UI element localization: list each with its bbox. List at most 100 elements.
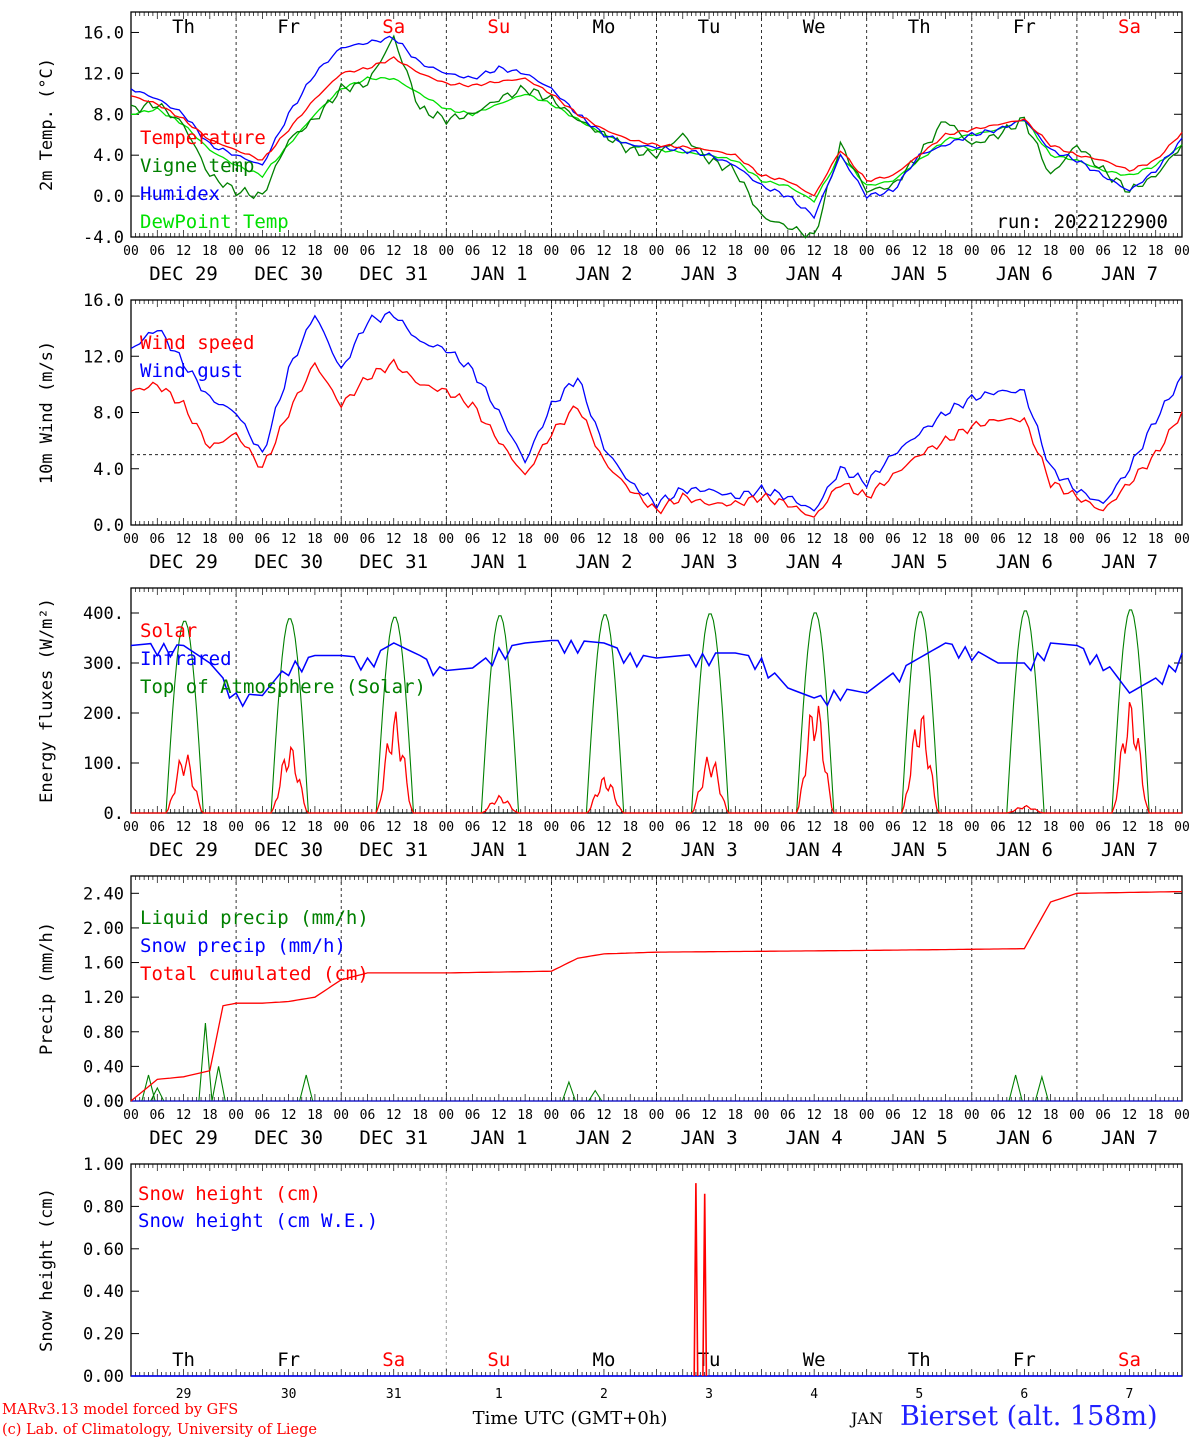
y-tick-label: 0.0 xyxy=(93,187,124,207)
y-tick-label: 0.60 xyxy=(83,1240,124,1260)
hour-tick-label: 18 xyxy=(833,820,849,835)
hour-tick-label: 18 xyxy=(1148,1108,1164,1123)
date-label: DEC 30 xyxy=(254,263,323,285)
legend-entry: Total cumulated (cm) xyxy=(140,963,369,985)
hour-tick-label: 06 xyxy=(675,1108,691,1123)
hour-tick-label: 06 xyxy=(570,1108,586,1123)
hour-tick-label: 06 xyxy=(360,532,376,547)
station-label: Bierset (alt. 158m) xyxy=(900,1401,1158,1432)
series-line-2 xyxy=(130,35,1183,220)
weekday-label: Tu xyxy=(698,1349,721,1371)
hour-tick-label: 00 xyxy=(1069,244,1085,259)
weekday-label: Sa xyxy=(1118,1349,1141,1371)
hour-tick-label: 00 xyxy=(964,820,980,835)
hour-tick-label: 18 xyxy=(833,244,849,259)
y-tick-label: 0.80 xyxy=(83,1023,124,1043)
day-number-label: 30 xyxy=(281,1387,297,1402)
date-label: JAN 6 xyxy=(996,263,1053,285)
hour-tick-label: 18 xyxy=(202,532,218,547)
y-tick-label: 200. xyxy=(83,704,124,724)
y-tick-label: 0.40 xyxy=(83,1057,124,1077)
series-line-0 xyxy=(130,56,1183,197)
date-label: DEC 29 xyxy=(149,263,218,285)
hour-tick-label: 18 xyxy=(412,820,428,835)
legend-entry: Infrared xyxy=(140,648,232,670)
hour-tick-label: 00 xyxy=(123,1108,139,1123)
hour-tick-label: 00 xyxy=(649,532,665,547)
hour-tick-label: 00 xyxy=(123,820,139,835)
hour-tick-label: 06 xyxy=(465,820,481,835)
hour-tick-label: 18 xyxy=(1148,244,1164,259)
hour-tick-label: 06 xyxy=(255,820,271,835)
date-label: JAN 7 xyxy=(1101,263,1158,285)
legend-entry: Temperature xyxy=(140,127,266,149)
hour-tick-label: 06 xyxy=(149,244,165,259)
legend-entry: Snow precip (mm/h) xyxy=(140,935,346,957)
weekday-label: Th xyxy=(908,16,931,38)
hour-tick-label: 12 xyxy=(176,244,192,259)
y-tick-label: 0.80 xyxy=(83,1197,124,1217)
hour-tick-label: 00 xyxy=(1069,1108,1085,1123)
hour-tick-label: 06 xyxy=(149,532,165,547)
date-label: JAN 6 xyxy=(996,839,1053,861)
hour-tick-label: 12 xyxy=(596,244,612,259)
date-label: JAN 7 xyxy=(1101,839,1158,861)
y-tick-label: 2.00 xyxy=(83,919,124,939)
date-label: JAN 5 xyxy=(891,551,948,573)
hour-tick-label: 00 xyxy=(964,244,980,259)
date-label: JAN 3 xyxy=(680,263,737,285)
y-tick-label: 0.00 xyxy=(83,1367,124,1387)
hour-tick-label: 12 xyxy=(491,532,507,547)
day-number-label: 6 xyxy=(1020,1387,1028,1402)
y-tick-label: 100. xyxy=(83,754,124,774)
hour-tick-label: 12 xyxy=(491,820,507,835)
day-number-label: 7 xyxy=(1126,1387,1134,1402)
weekday-label: Th xyxy=(172,16,195,38)
hour-tick-label: 06 xyxy=(1095,244,1111,259)
date-label: JAN 7 xyxy=(1101,551,1158,573)
series-line-infrared xyxy=(130,638,1183,708)
date-label: DEC 31 xyxy=(359,1127,428,1149)
y-axis-label: Snow height (cm) xyxy=(37,1188,57,1352)
hour-tick-label: 00 xyxy=(228,532,244,547)
hour-tick-label: 00 xyxy=(964,1108,980,1123)
day-number-label: 2 xyxy=(600,1387,608,1402)
hour-tick-label: 18 xyxy=(1043,1108,1059,1123)
hour-tick-label: 00 xyxy=(333,244,349,259)
hour-tick-label: 00 xyxy=(1174,244,1190,259)
hour-tick-label: 12 xyxy=(1017,532,1033,547)
date-label: JAN 5 xyxy=(891,263,948,285)
hour-tick-label: 12 xyxy=(806,532,822,547)
legend-entry: Snow height (cm W.E.) xyxy=(138,1210,378,1232)
weekday-label: Fr xyxy=(277,16,300,38)
hour-tick-label: 18 xyxy=(727,820,743,835)
day-number-label: 1 xyxy=(495,1387,503,1402)
hour-tick-label: 06 xyxy=(255,244,271,259)
hour-tick-label: 06 xyxy=(570,244,586,259)
hour-tick-label: 12 xyxy=(176,1108,192,1123)
hour-tick-label: 12 xyxy=(1017,1108,1033,1123)
hour-tick-label: 18 xyxy=(1043,532,1059,547)
hour-tick-label: 18 xyxy=(622,1108,638,1123)
hour-tick-label: 06 xyxy=(465,1108,481,1123)
date-label: JAN 1 xyxy=(470,263,527,285)
temperature-panel: -4.0 0.0 4.0 8.0 12.0 16.0 2m Temp. (°C) 00 06 12… xyxy=(37,11,1190,285)
month-label: JAN xyxy=(849,1409,883,1428)
hour-tick-label: 00 xyxy=(544,532,560,547)
date-label: JAN 3 xyxy=(680,1127,737,1149)
y-tick-label: 0.40 xyxy=(83,1282,124,1302)
date-label: JAN 7 xyxy=(1101,1127,1158,1149)
x-axis-label: Time UTC (GMT+0h) xyxy=(473,1408,668,1429)
hour-tick-label: 00 xyxy=(228,1108,244,1123)
date-label: DEC 31 xyxy=(359,839,428,861)
hour-tick-label: 18 xyxy=(307,820,323,835)
y-tick-label: 4.0 xyxy=(93,460,124,480)
weekday-label: Mo xyxy=(593,16,616,38)
date-label: JAN 4 xyxy=(786,839,843,861)
hour-tick-label: 18 xyxy=(622,532,638,547)
day-number-label: 3 xyxy=(705,1387,713,1402)
hour-tick-label: 06 xyxy=(780,820,796,835)
hour-tick-label: 12 xyxy=(281,532,297,547)
hour-tick-label: 06 xyxy=(780,532,796,547)
date-label: JAN 5 xyxy=(891,839,948,861)
